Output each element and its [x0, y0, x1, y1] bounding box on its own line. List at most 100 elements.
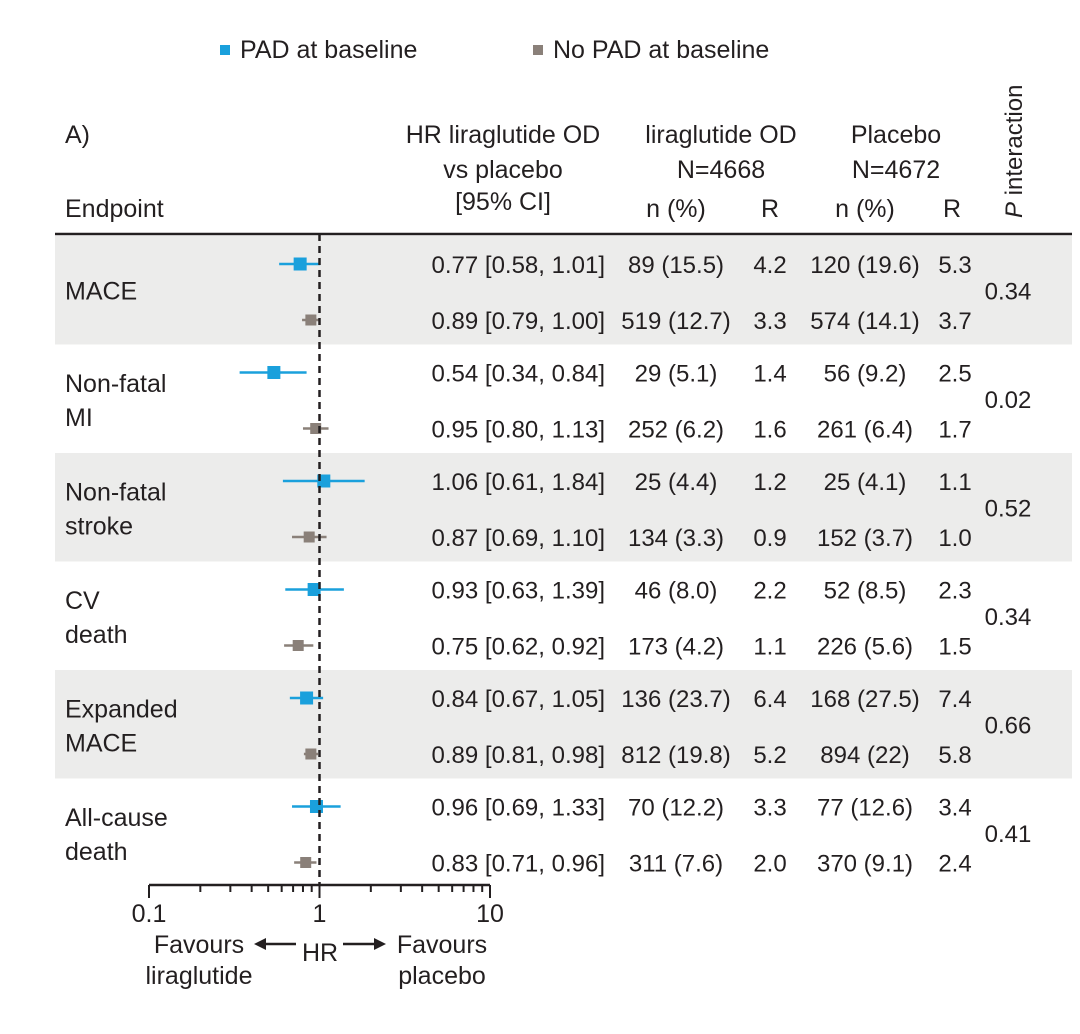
table-row: 0.95 [0.80, 1.13] 252 (6.2) 1.6 261 (6.4) 1.…	[432, 417, 972, 444]
header-hr-line1: HR liraglutide OD	[406, 121, 601, 149]
endpoint-group: Non-fatal stroke 0.52 1.06 [0.61, 1.84] 25 (…	[65, 469, 1031, 552]
header-lira-r: R	[761, 195, 779, 223]
placebo-n-pct-cell: 120 (19.6)	[810, 252, 919, 279]
liraglutide-r-cell: 1.2	[753, 469, 786, 496]
placebo-n-pct-cell: 370 (9.1)	[817, 851, 913, 878]
placebo-n-pct-cell: 77 (12.6)	[817, 795, 913, 822]
column-headers: A) Endpoint HR liraglutide OD vs placebo…	[55, 85, 1072, 236]
liraglutide-r-cell: 1.6	[753, 417, 786, 444]
liraglutide-n-pct-cell: 46 (8.0)	[635, 578, 718, 605]
legend-nopad-label: No PAD at baseline	[553, 36, 769, 64]
row-shading-layer	[55, 236, 1072, 779]
p-interaction-value: 0.02	[985, 387, 1032, 414]
point-estimate-marker	[307, 583, 321, 596]
table-rows: MACE 0.34 0.77 [0.58, 1.01] 89 (15.5) 4.2 120…	[65, 252, 1031, 878]
endpoint-label: stroke	[65, 512, 133, 540]
point-estimate-marker	[293, 257, 307, 271]
liraglutide-r-cell: 4.2	[753, 252, 786, 279]
endpoint-label: CV	[65, 587, 100, 615]
placebo-n-pct-cell: 168 (27.5)	[810, 686, 919, 713]
placebo-r-cell: 5.8	[938, 742, 971, 769]
placebo-r-cell: 2.5	[938, 361, 971, 388]
x-tick-label: 0.1	[132, 900, 167, 928]
hr-ci-cell: 1.06 [0.61, 1.84]	[432, 469, 605, 496]
row-group-shading	[55, 236, 1072, 345]
liraglutide-n-pct-cell: 812 (19.8)	[621, 742, 730, 769]
table-row: 0.96 [0.69, 1.33] 70 (12.2) 3.3 77 (12.6) 3.…	[432, 795, 972, 822]
legend-nopad-swatch	[533, 45, 543, 55]
table-row: 0.77 [0.58, 1.01] 89 (15.5) 4.2 120 (19.6) 5…	[432, 252, 972, 279]
table-row: 0.83 [0.71, 0.96] 311 (7.6) 2.0 370 (9.1) 2.…	[432, 851, 972, 878]
placebo-n-pct-cell: 226 (5.6)	[817, 634, 913, 661]
hr-ci-cell: 0.54 [0.34, 0.84]	[432, 361, 605, 388]
placebo-n-pct-cell: 574 (14.1)	[810, 308, 919, 335]
header-lira-n-pct: n (%)	[646, 195, 706, 223]
header-p-rest: interaction	[1001, 85, 1028, 202]
liraglutide-n-pct-cell: 25 (4.4)	[635, 469, 718, 496]
right-arrow	[343, 938, 386, 950]
placebo-n-pct-cell: 56 (9.2)	[824, 361, 907, 388]
header-p-interaction: P interaction	[1001, 85, 1028, 218]
endpoint-group: Expanded MACE 0.66 0.84 [0.67, 1.05] 136 (23…	[65, 686, 1031, 769]
liraglutide-r-cell: 1.1	[753, 634, 786, 661]
favours-placebo-line2: placebo	[398, 962, 486, 990]
x-tick-label: 1	[313, 900, 327, 928]
header-placebo-r: R	[943, 195, 961, 223]
point-estimate-marker	[305, 748, 317, 760]
endpoint-label: All-cause	[65, 804, 168, 832]
liraglutide-r-cell: 1.4	[753, 361, 786, 388]
placebo-n-pct-cell: 25 (4.1)	[824, 469, 907, 496]
placebo-n-pct-cell: 261 (6.4)	[817, 417, 913, 444]
table-row: 0.75 [0.62, 0.92] 173 (4.2) 1.1 226 (5.6) 1.…	[432, 634, 972, 661]
legend: PAD at baseline No PAD at baseline	[220, 36, 769, 64]
point-estimate-marker	[300, 857, 312, 868]
table-row: 0.54 [0.34, 0.84] 29 (5.1) 1.4 56 (9.2) 2.5	[432, 361, 972, 388]
placebo-r-cell: 1.1	[938, 469, 971, 496]
placebo-r-cell: 2.4	[938, 851, 971, 878]
placebo-n-pct-cell: 894 (22)	[820, 742, 909, 769]
row-group-shading	[55, 670, 1072, 779]
endpoint-label: MACE	[65, 729, 137, 757]
endpoint-label: MI	[65, 404, 93, 432]
endpoint-label: MACE	[65, 277, 137, 305]
placebo-n-pct-cell: 52 (8.5)	[824, 578, 907, 605]
table-row: 0.89 [0.81, 0.98] 812 (19.8) 5.2 894 (22) 5.…	[432, 742, 972, 769]
header-hr-line3: [95% CI]	[455, 188, 551, 216]
liraglutide-n-pct-cell: 136 (23.7)	[621, 686, 730, 713]
point-estimate-marker	[309, 800, 323, 813]
header-placebo-line2: N=4672	[852, 156, 940, 184]
hr-ci-cell: 0.87 [0.69, 1.10]	[432, 525, 605, 552]
hr-axis-label: HR	[302, 939, 338, 967]
panel-label: A)	[65, 121, 90, 149]
liraglutide-n-pct-cell: 311 (7.6)	[629, 851, 723, 878]
placebo-r-cell: 3.4	[938, 795, 971, 822]
liraglutide-n-pct-cell: 519 (12.7)	[621, 308, 730, 335]
x-axis: 0.1 1 10 Favours liraglutide HR Favours …	[132, 883, 504, 990]
header-hr-line2: vs placebo	[443, 156, 563, 184]
endpoint-label: Expanded	[65, 695, 178, 723]
liraglutide-r-cell: 2.0	[753, 851, 786, 878]
endpoint-group: Non-fatal MI 0.02 0.54 [0.34, 0.84] 29 (5.1)…	[65, 361, 1031, 444]
hr-ci-cell: 0.89 [0.81, 0.98]	[432, 742, 605, 769]
hr-ci-cell: 0.93 [0.63, 1.39]	[432, 578, 605, 605]
placebo-r-cell: 1.5	[938, 634, 971, 661]
liraglutide-n-pct-cell: 252 (6.2)	[628, 417, 724, 444]
placebo-r-cell: 1.7	[938, 417, 971, 444]
p-interaction-value: 0.34	[985, 604, 1032, 631]
endpoint-group: All-cause death 0.41 0.96 [0.69, 1.33] 70 (1…	[65, 795, 1031, 878]
x-tick-label: 10	[476, 900, 504, 928]
point-estimate-marker	[267, 366, 281, 379]
forest-plot-area	[239, 234, 365, 885]
hr-ci-cell: 0.89 [0.79, 1.00]	[432, 308, 605, 335]
table-row: 0.87 [0.69, 1.10] 134 (3.3) 0.9 152 (3.7) 1.…	[432, 525, 972, 552]
row-group-shading	[55, 453, 1072, 562]
endpoint-group: CV death 0.34 0.93 [0.63, 1.39] 46 (8.0) 2.2 5…	[65, 578, 1031, 661]
table-row: 0.89 [0.79, 1.00] 519 (12.7) 3.3 574 (14.1)…	[432, 308, 972, 335]
placebo-r-cell: 1.0	[938, 525, 971, 552]
placebo-r-cell: 7.4	[938, 686, 971, 713]
placebo-r-cell: 3.7	[938, 308, 971, 335]
liraglutide-n-pct-cell: 134 (3.3)	[628, 525, 724, 552]
point-estimate-marker	[300, 691, 314, 705]
